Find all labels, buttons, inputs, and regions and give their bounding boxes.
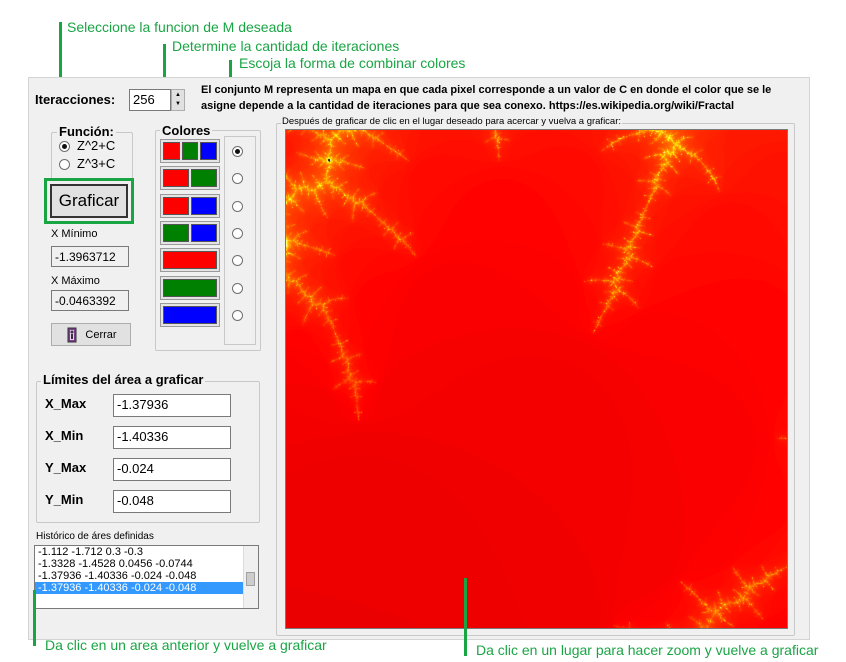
color-option-1[interactable]: [160, 139, 220, 163]
color-option-7[interactable]: [160, 302, 220, 327]
color-swatch: [181, 142, 199, 160]
iterations-label: Iteracciones:: [35, 92, 116, 107]
x-max-label: X Máximo: [51, 275, 100, 287]
y-min-field-label: Y_Min: [45, 492, 84, 507]
color-swatch: [163, 223, 189, 242]
radio-z3[interactable]: [59, 159, 70, 170]
color-option-3[interactable]: [160, 193, 220, 218]
history-title: Histórico de áres definidas: [36, 531, 154, 542]
color-radio-6[interactable]: [232, 282, 243, 294]
x-max-input[interactable]: -1.37936: [113, 394, 231, 417]
y-max-input[interactable]: -0.024: [113, 458, 231, 481]
colors-radio-column: [224, 136, 256, 345]
color-swatch: [163, 142, 180, 160]
color-radio-4[interactable]: [232, 227, 243, 239]
annotation-line-funcion: [59, 22, 62, 124]
color-swatch: [163, 196, 189, 215]
x-min-field-label: X_Min: [45, 428, 84, 443]
iterations-spinner[interactable]: ▲ ▼: [171, 89, 185, 111]
color-option-2[interactable]: [160, 166, 220, 191]
history-scrollbar[interactable]: [243, 546, 258, 608]
color-swatch: [163, 305, 217, 324]
color-option-6[interactable]: [160, 275, 220, 300]
annotation-colores: Escoja la forma de combinar colores: [239, 55, 466, 71]
y-max-field-label: Y_Max: [45, 460, 87, 475]
fractal-group-title: Después de graficar de clic en el lugar …: [281, 116, 623, 127]
history-item[interactable]: -1.37936 -1.40336 -0.024 -0.048: [38, 570, 197, 582]
description-text: El conjunto M representa un mapa en que …: [201, 84, 772, 112]
color-swatch: [191, 223, 217, 242]
color-option-4[interactable]: [160, 220, 220, 245]
color-radio-7[interactable]: [232, 309, 243, 321]
radio-z2-label: Z^2+C: [77, 138, 116, 153]
color-swatch: [191, 169, 217, 188]
annotation-line-zoom: [464, 578, 467, 656]
x-min-input[interactable]: -1.40336: [113, 426, 231, 449]
y-min-input[interactable]: -0.048: [113, 490, 231, 513]
close-button[interactable]: Cerrar: [51, 323, 131, 346]
x-max-value: -0.0463392: [51, 290, 129, 311]
color-radio-3[interactable]: [232, 200, 243, 212]
spin-up-icon[interactable]: ▲: [175, 92, 181, 98]
limits-group-title: Límites del área a graficar: [41, 372, 206, 387]
annotation-line-iteraciones: [163, 44, 166, 88]
graph-button[interactable]: Graficar: [50, 184, 128, 218]
x-min-label: X Mínimo: [51, 228, 98, 240]
color-option-5[interactable]: [160, 248, 220, 273]
history-item[interactable]: -1.3328 -1.4528 0.0456 -0.0744: [38, 558, 193, 570]
annotation-funcion: Seleccione la funcion de M deseada: [67, 19, 292, 35]
scrollbar-thumb[interactable]: [246, 572, 255, 586]
radio-z3-label: Z^3+C: [77, 156, 116, 171]
color-swatch: [191, 196, 217, 215]
x-max-field-label: X_Max: [45, 396, 87, 411]
color-radio-1[interactable]: [232, 146, 243, 157]
annotation-iteraciones: Determine la cantidad de iteraciones: [172, 38, 400, 54]
x-min-value: -1.3963712: [51, 246, 129, 267]
color-swatch: [200, 142, 218, 160]
iterations-input[interactable]: 256: [129, 89, 171, 111]
color-swatch: [163, 251, 217, 270]
color-radio-2[interactable]: [232, 173, 243, 185]
exit-door-icon: [67, 327, 77, 342]
colors-group-title: Colores: [160, 123, 213, 138]
annotation-zoom: Da clic en un lugar para hacer zoom y vu…: [476, 642, 819, 658]
history-list[interactable]: -1.112 -1.712 0.3 -0.3 -1.3328 -1.4528 0.…: [34, 545, 259, 609]
color-swatch: [163, 278, 217, 297]
annotation-historico: Da clic en un area anterior y vuelve a g…: [45, 637, 327, 653]
color-swatch: [163, 169, 189, 188]
fractal-window: Iteracciones: 256 ▲ ▼ El conjunto M repr…: [28, 77, 810, 640]
history-item[interactable]: -1.37936 -1.40336 -0.024 -0.048: [35, 582, 258, 594]
spin-down-icon[interactable]: ▼: [175, 101, 181, 107]
function-group-title: Función:: [57, 124, 116, 139]
history-item[interactable]: -1.112 -1.712 0.3 -0.3: [38, 546, 143, 558]
close-button-label: Cerrar: [85, 328, 117, 341]
graph-button-highlight: [44, 178, 134, 224]
radio-z2[interactable]: [59, 141, 70, 152]
color-radio-5[interactable]: [232, 255, 243, 267]
annotation-line-historico: [33, 590, 36, 646]
fractal-canvas[interactable]: [285, 129, 788, 629]
